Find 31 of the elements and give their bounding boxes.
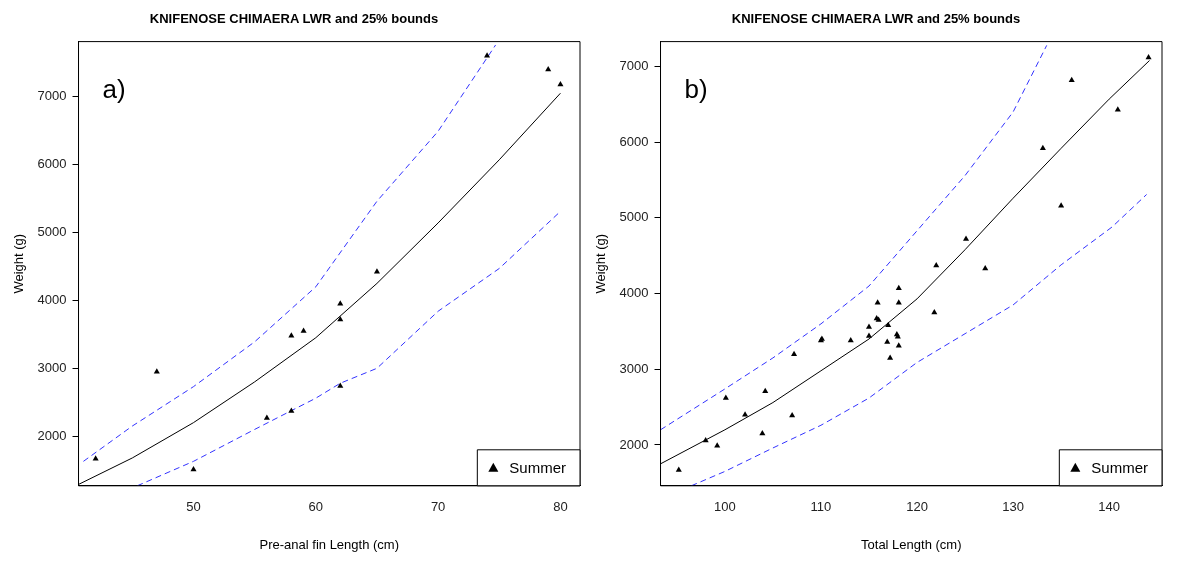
- x-tick-label: 100: [714, 499, 736, 515]
- y-axis-title: Weight (g): [593, 233, 609, 294]
- x-tick-label: 80: [553, 499, 568, 515]
- annotation: b): [684, 73, 708, 104]
- y-tick-label: 5000: [619, 209, 649, 225]
- y-tick-label: 7000: [37, 88, 67, 104]
- x-axis-title: Total Length (cm): [861, 536, 962, 552]
- x-axis-title: Pre-anal fin Length (cm): [259, 536, 399, 552]
- y-tick-label: 3000: [619, 360, 649, 376]
- y-tick-label: 6000: [619, 133, 649, 149]
- x-tick-label: 120: [906, 499, 928, 515]
- y-tick-label: 6000: [37, 156, 67, 172]
- chart-title: KNIFENOSE CHIMAERA LWR and 25% bounds: [731, 11, 1021, 27]
- x-tick-label: 60: [308, 499, 324, 515]
- annotation: a): [102, 73, 126, 104]
- x-tick-label: 50: [186, 499, 201, 515]
- y-tick-label: 7000: [619, 58, 649, 74]
- y-tick-label: 4000: [619, 285, 649, 301]
- legend-label: Summer: [1091, 458, 1149, 476]
- x-tick-label: 70: [430, 499, 446, 515]
- y-tick-label: 4000: [37, 291, 67, 307]
- x-tick-label: 130: [1002, 499, 1024, 515]
- y-axis-title: Weight (g): [11, 233, 27, 294]
- legend-label: Summer: [509, 458, 567, 476]
- x-tick-label: 140: [1098, 499, 1121, 515]
- chart-title: KNIFENOSE CHIMAERA LWR and 25% bounds: [149, 11, 439, 27]
- y-tick-label: 2000: [37, 427, 67, 443]
- x-tick-label: 110: [810, 499, 832, 515]
- y-tick-label: 2000: [619, 436, 649, 452]
- y-tick-label: 3000: [37, 359, 67, 375]
- y-tick-label: 5000: [37, 224, 67, 240]
